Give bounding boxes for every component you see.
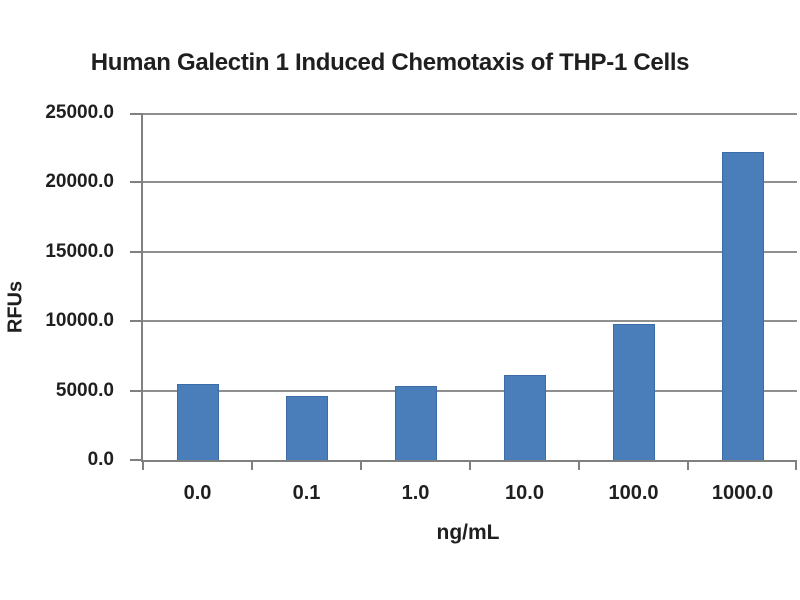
y-axis-tick: [130, 113, 143, 115]
x-axis-tick: [360, 462, 362, 470]
bar: [394, 386, 437, 460]
x-tick-label: 10.0: [505, 482, 544, 504]
x-tick-label: 0.0: [183, 482, 212, 504]
y-tick-label: 5000.0: [55, 379, 114, 401]
x-axis-tick: [469, 462, 471, 470]
y-axis-tick: [130, 181, 143, 184]
y-tick-label: 20000.0: [45, 171, 114, 193]
x-tick-label: 1.0: [401, 482, 430, 504]
gridline: [143, 181, 797, 184]
gridline: [143, 320, 797, 323]
bar: [285, 396, 328, 460]
bar: [176, 383, 219, 460]
x-axis-tick: [578, 462, 580, 470]
chart-title: Human Galectin 1 Induced Chemotaxis of T…: [90, 49, 690, 76]
plot-area: 0.0 5000.0 10000.0 15000.0 20000.0 25000.0 0.0…: [45, 102, 797, 504]
y-tick-label: 10000.0: [45, 310, 114, 332]
y-axis-tick: [130, 320, 143, 323]
x-axis-tick: [795, 462, 797, 470]
gridline: [143, 113, 797, 115]
y-axis-tick: [130, 250, 143, 253]
bar: [721, 151, 764, 460]
y-axis-tick: [130, 459, 143, 461]
y-tick-label: 25000.0: [45, 102, 114, 123]
x-tick-label: 100.0: [608, 482, 659, 504]
x-axis-tick: [142, 462, 144, 470]
x-axis-tick: [687, 462, 689, 470]
gridline: [143, 389, 797, 392]
bar: [612, 323, 655, 460]
y-axis-tick: [130, 389, 143, 392]
x-axis-tick: [251, 462, 253, 470]
y-tick-label: 0.0: [87, 449, 114, 470]
gridline: [143, 250, 797, 253]
bar: [503, 375, 546, 460]
x-axis-title: ng/mL: [436, 521, 500, 544]
x-tick-label: 1000.0: [711, 482, 774, 504]
y-tick-label: 15000.0: [45, 240, 114, 262]
x-tick-label: 0.1: [292, 482, 321, 504]
